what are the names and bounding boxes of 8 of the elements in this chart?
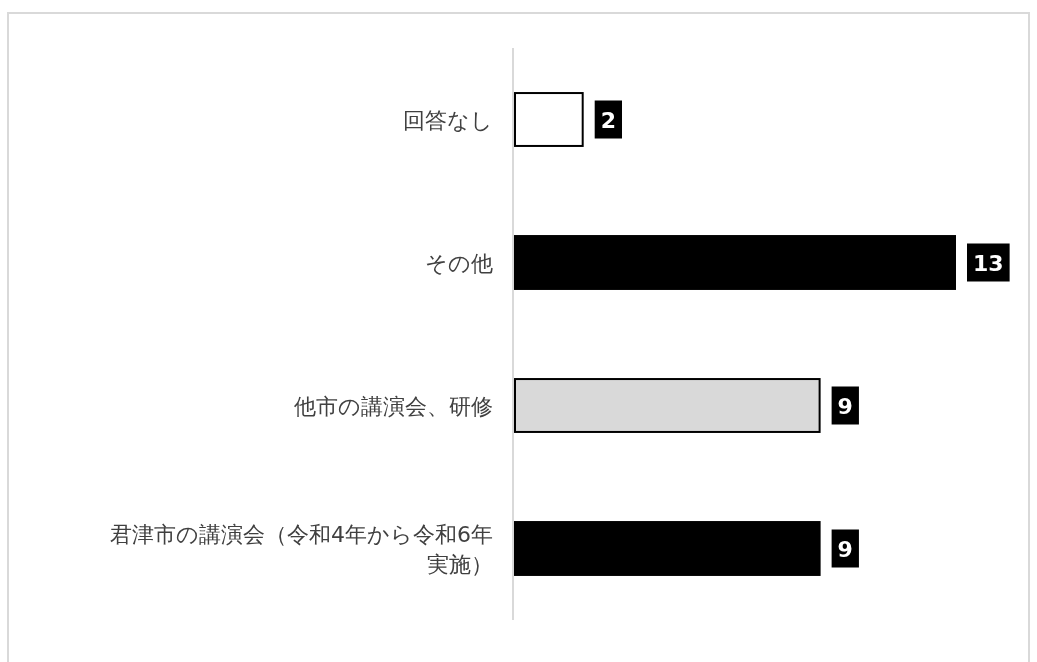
data-label: 2 <box>600 107 616 133</box>
y-tick-label: 他市の講演会、研修 <box>294 393 493 419</box>
y-tick-label: その他 <box>425 250 493 276</box>
data-label: 9 <box>837 393 853 419</box>
y-tick-label: 回答なし <box>403 107 493 133</box>
data-label: 9 <box>837 536 853 562</box>
y-tick-label: 君津市の講演会（令和4年から令和6年実施） <box>110 521 493 577</box>
data-label: 13 <box>973 250 1004 276</box>
